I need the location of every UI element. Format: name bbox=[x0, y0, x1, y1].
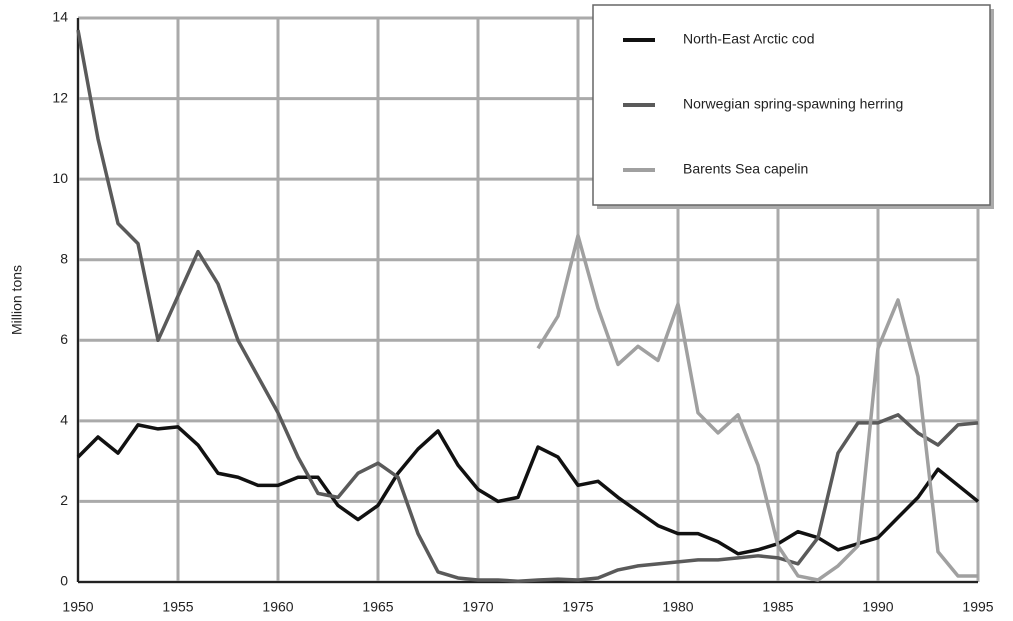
legend bbox=[592, 4, 991, 206]
series-line bbox=[76, 29, 979, 583]
x-tick-label: 1990 bbox=[862, 599, 893, 615]
y-tick-label: 2 bbox=[60, 492, 68, 508]
x-tick-label: 1970 bbox=[462, 599, 493, 615]
legend-label: North-East Arctic cod bbox=[683, 31, 815, 47]
y-tick-label: 8 bbox=[60, 250, 68, 266]
y-tick-label: 14 bbox=[52, 9, 68, 25]
x-tick-label: 1960 bbox=[262, 599, 293, 615]
x-tick-label: 1975 bbox=[562, 599, 593, 615]
y-tick-label: 10 bbox=[52, 170, 68, 186]
y-tick-label: 12 bbox=[52, 89, 68, 105]
legend-label: Barents Sea capelin bbox=[683, 161, 808, 177]
x-tick-label: 1985 bbox=[762, 599, 793, 615]
series-line bbox=[76, 423, 980, 556]
x-tick-label: 1965 bbox=[362, 599, 393, 615]
y-axis-label: Million tons bbox=[9, 265, 25, 335]
x-tick-label: 1955 bbox=[162, 599, 193, 615]
y-tick-label: 6 bbox=[60, 331, 68, 347]
x-tick-label: 1995 bbox=[962, 599, 993, 615]
series-line bbox=[536, 233, 978, 582]
y-tick-label: 4 bbox=[60, 412, 68, 428]
x-tick-label: 1980 bbox=[662, 599, 693, 615]
y-tick-label: 0 bbox=[60, 573, 68, 589]
x-tick-label: 1950 bbox=[62, 599, 93, 615]
legend-label: Norwegian spring-spawning herring bbox=[683, 96, 903, 112]
